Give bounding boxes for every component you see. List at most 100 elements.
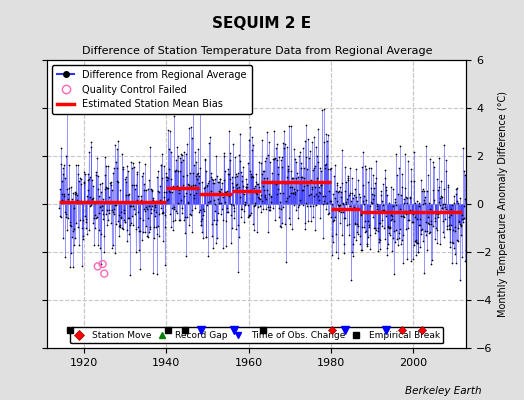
Point xyxy=(397,192,406,198)
Text: Berkeley Earth: Berkeley Earth xyxy=(406,386,482,396)
Point xyxy=(154,223,162,229)
Point xyxy=(199,235,207,242)
Point xyxy=(355,206,363,212)
Point xyxy=(356,194,364,200)
Point xyxy=(342,179,350,186)
Point xyxy=(118,166,127,172)
Point xyxy=(349,195,357,201)
Point xyxy=(457,222,465,228)
Point xyxy=(426,156,434,162)
Point xyxy=(443,208,452,214)
Point xyxy=(235,234,244,240)
Point xyxy=(339,200,347,206)
Point xyxy=(236,131,244,137)
Point xyxy=(370,225,379,232)
Point xyxy=(453,185,462,192)
Point xyxy=(373,206,381,213)
Point xyxy=(204,253,213,259)
Point xyxy=(144,228,152,235)
Point xyxy=(170,206,178,212)
Point xyxy=(80,169,88,176)
Point xyxy=(325,210,333,216)
Point xyxy=(163,197,171,204)
Point xyxy=(231,208,239,214)
Point xyxy=(192,189,200,196)
Point xyxy=(440,141,448,148)
Point xyxy=(378,198,387,204)
Point xyxy=(99,216,107,222)
Point xyxy=(129,222,138,229)
Point xyxy=(366,245,375,252)
Point xyxy=(91,224,99,231)
Point xyxy=(141,204,150,210)
Point xyxy=(108,242,117,248)
Point xyxy=(326,197,335,204)
Point xyxy=(392,227,401,233)
Point xyxy=(457,231,465,238)
Point xyxy=(206,198,214,204)
Point xyxy=(271,181,280,188)
Point xyxy=(64,184,73,191)
Point xyxy=(244,160,252,166)
Point xyxy=(111,142,119,148)
Point xyxy=(458,145,467,152)
Point xyxy=(401,208,409,214)
Point xyxy=(214,188,223,195)
Point xyxy=(112,220,120,227)
Point xyxy=(337,147,346,153)
Point xyxy=(348,175,356,182)
Point xyxy=(185,221,193,228)
Point xyxy=(431,217,440,224)
Point xyxy=(101,172,109,178)
Point xyxy=(76,175,84,182)
Point xyxy=(375,235,383,242)
Point xyxy=(377,208,385,214)
Point xyxy=(91,212,100,218)
Point xyxy=(346,165,354,171)
Point xyxy=(446,206,455,212)
Point xyxy=(319,193,327,200)
Point xyxy=(350,204,358,210)
Point xyxy=(159,188,168,195)
Point xyxy=(233,181,241,188)
Point xyxy=(94,173,102,180)
Point xyxy=(391,199,399,205)
Point xyxy=(309,193,318,200)
Point xyxy=(99,210,107,217)
Point xyxy=(413,249,422,256)
Point xyxy=(215,200,223,206)
Point xyxy=(252,179,260,185)
Point xyxy=(106,199,114,206)
Point xyxy=(321,165,330,172)
Point xyxy=(196,218,205,224)
Point xyxy=(82,219,91,225)
Point xyxy=(76,199,84,206)
Point xyxy=(262,206,270,212)
Point xyxy=(365,222,373,228)
Point xyxy=(335,208,344,214)
Point xyxy=(278,154,286,160)
Point xyxy=(404,224,412,231)
Point xyxy=(364,218,372,224)
Point xyxy=(92,169,100,175)
Point xyxy=(175,190,183,196)
Point xyxy=(74,224,82,231)
Point xyxy=(63,227,72,234)
Point xyxy=(241,202,249,208)
Point xyxy=(70,226,79,232)
Point xyxy=(256,202,264,209)
Point xyxy=(171,157,180,164)
Point xyxy=(341,188,350,194)
Point xyxy=(66,222,74,228)
Point xyxy=(406,193,414,200)
Point xyxy=(126,222,134,228)
Point xyxy=(309,214,317,220)
Point xyxy=(451,250,460,257)
Point xyxy=(119,210,128,216)
Point xyxy=(200,208,208,214)
Point xyxy=(351,220,359,226)
Point xyxy=(81,213,90,219)
Point xyxy=(194,170,202,176)
Point xyxy=(134,208,142,215)
Point xyxy=(117,209,126,216)
